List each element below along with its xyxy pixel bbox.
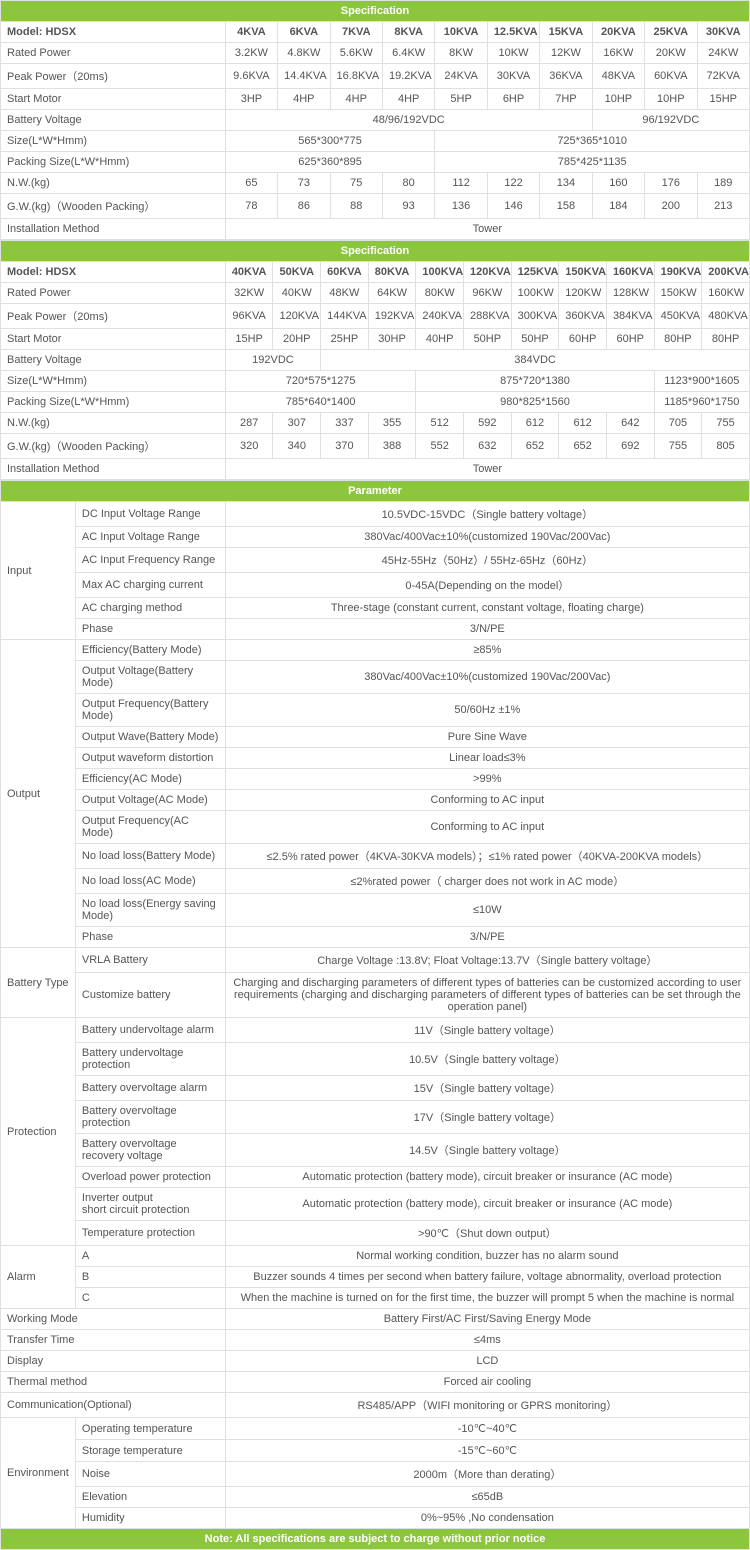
- spec1-model: Model: HDSX: [1, 22, 226, 43]
- cat-alarm: Alarm: [1, 1246, 76, 1309]
- spec-table-2: Specification Model: HDSX 40KVA50KVA60KV…: [0, 240, 750, 480]
- cat-env: Environment: [1, 1418, 76, 1529]
- spec2-model: Model: HDSX: [1, 262, 226, 283]
- spec-table-1: Specification Model: HDSX 4KVA6KVA7KVA8K…: [0, 0, 750, 240]
- param-table: Parameter InputDC Input Voltage Range10.…: [0, 480, 750, 1550]
- cat-output: Output: [1, 640, 76, 948]
- row-bat-volt: Battery Voltage48/96/192VDC96/192VDC: [1, 110, 750, 131]
- param-title: Parameter: [1, 481, 750, 502]
- row-packing: Packing Size(L*W*Hmm)625*360*895785*425*…: [1, 152, 750, 173]
- row-install: Installation MethodTower: [1, 219, 750, 240]
- cat-protection: Protection: [1, 1018, 76, 1246]
- row-size: Size(L*W*Hmm)565*300*775725*365*1010: [1, 131, 750, 152]
- spec2-title: Specification: [1, 241, 750, 262]
- row-peak-power: Peak Power（20ms)9.6KVA14.4KVA16.8KVA19.2…: [1, 64, 750, 89]
- row-start-motor: Start Motor3HP4HP4HP4HP5HP6HP7HP10HP10HP…: [1, 89, 750, 110]
- row-nw: N.W.(kg)65737580112122134160176189: [1, 173, 750, 194]
- row-rated-power: Rated Power3.2KW4.8KW5.6KW6.4KW8KW10KW12…: [1, 43, 750, 64]
- cat-input: Input: [1, 502, 76, 640]
- cat-battery: Battery Type: [1, 948, 76, 1018]
- row-gw: G.W.(kg)（Wooden Packing）7886889313614615…: [1, 194, 750, 219]
- spec1-title: Specification: [1, 1, 750, 22]
- footer-note: Note: All specifications are subject to …: [1, 1529, 750, 1550]
